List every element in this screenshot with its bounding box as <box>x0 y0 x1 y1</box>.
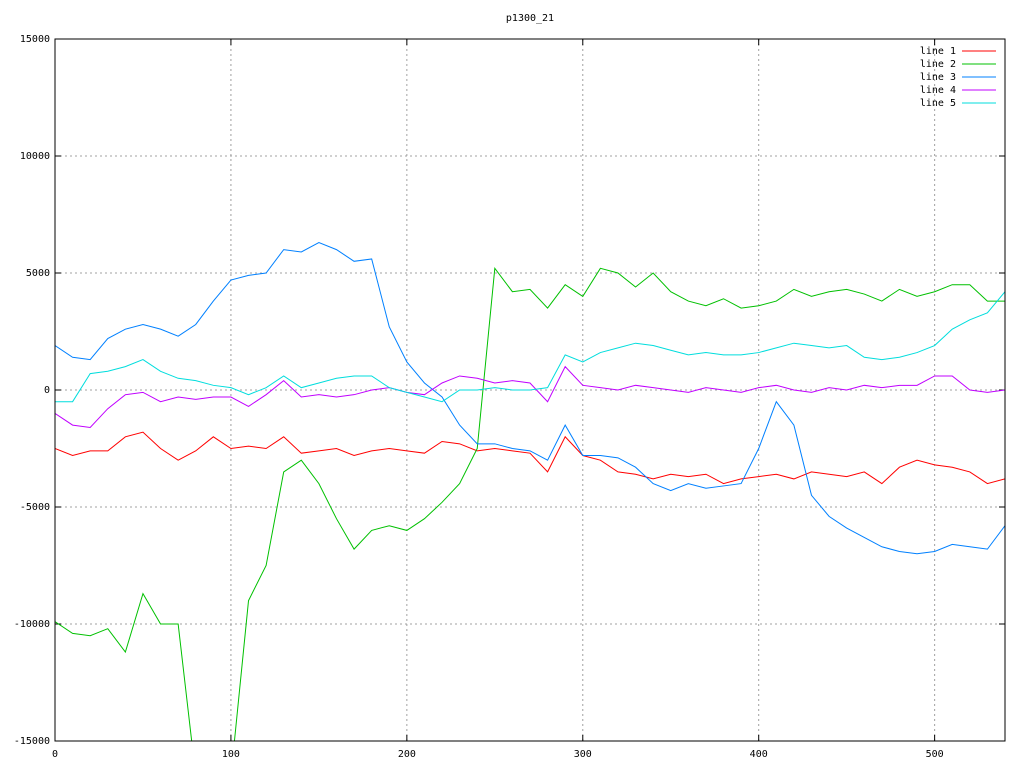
y-tick-label: 10000 <box>20 151 50 162</box>
x-tick-label: 100 <box>222 749 240 760</box>
legend: line 1 line 2 line 3 line 4 line 5 <box>920 46 996 109</box>
y-tick-label: 5000 <box>26 268 50 279</box>
y-tick-label: 15000 <box>20 34 50 45</box>
x-tick-label: 400 <box>750 749 768 760</box>
y-tick-label: -5000 <box>20 502 50 513</box>
line-series <box>55 266 1005 741</box>
legend-label: line 1 <box>920 46 956 57</box>
y-tick-label: -15000 <box>14 736 50 747</box>
plot-area <box>55 242 1005 741</box>
y-tick-label: -10000 <box>14 619 50 630</box>
legend-label: line 2 <box>920 59 956 70</box>
x-tick-label: 500 <box>926 749 944 760</box>
chart-title: p1300_21 <box>506 13 554 24</box>
x-tick-label: 0 <box>52 749 58 760</box>
line-series <box>55 365 1005 428</box>
x-tick-label: 200 <box>398 749 416 760</box>
line-series <box>55 242 1005 555</box>
y-tick-label: 0 <box>44 385 50 396</box>
x-tick-label: 300 <box>574 749 592 760</box>
line-series <box>55 291 1005 403</box>
plot-border <box>54 38 1006 742</box>
line-series <box>55 431 1005 485</box>
legend-label: line 3 <box>920 72 956 83</box>
legend-label: line 5 <box>920 98 956 109</box>
legend-label: line 4 <box>920 85 956 96</box>
